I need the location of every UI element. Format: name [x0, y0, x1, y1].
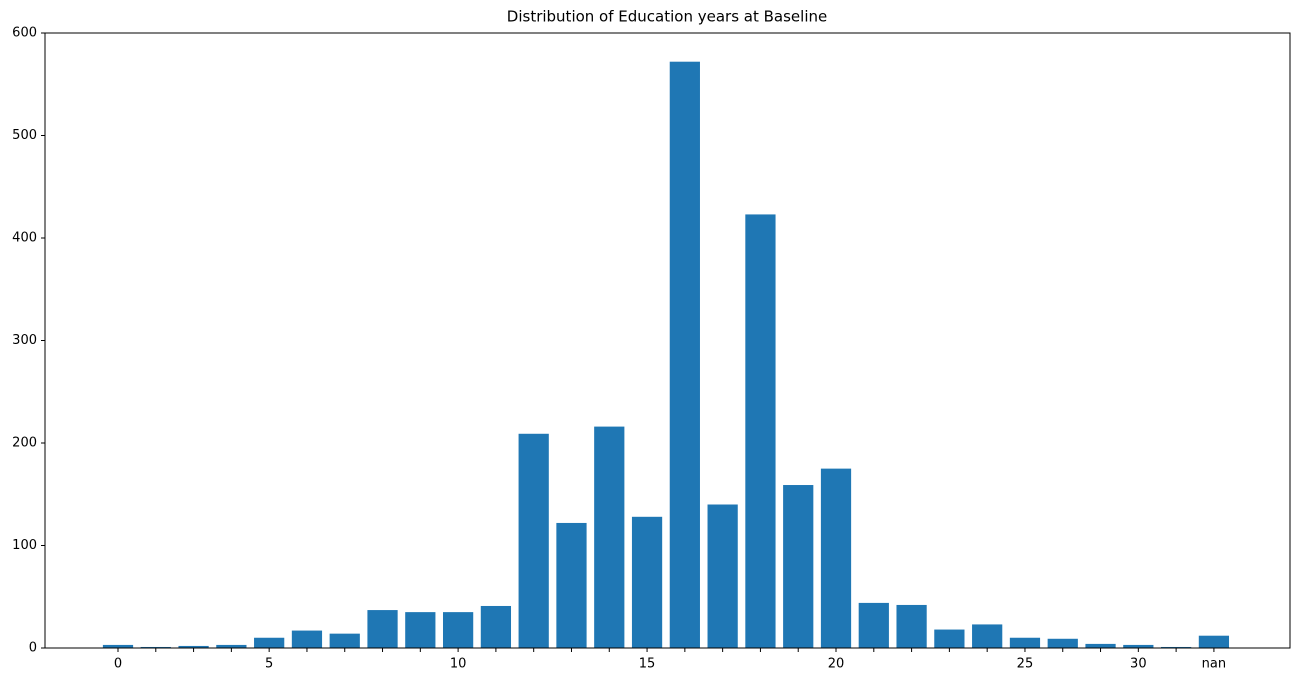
y-tick-label: 0 — [29, 641, 37, 656]
x-tick-label: 10 — [450, 657, 467, 672]
bar — [707, 504, 738, 648]
bar — [518, 433, 549, 648]
bar — [783, 485, 814, 648]
y-tick-label: 300 — [12, 333, 37, 348]
bar — [1198, 635, 1230, 648]
y-tick-label: 100 — [12, 538, 37, 553]
bar — [178, 645, 209, 648]
chart-title: Distribution of Education years at Basel… — [507, 8, 827, 26]
bar — [745, 214, 776, 649]
x-tick-label: 5 — [265, 657, 273, 672]
bar — [1123, 644, 1154, 648]
bar — [140, 646, 171, 648]
bar — [820, 468, 852, 648]
bar — [972, 624, 1003, 648]
bar — [480, 605, 512, 648]
bar — [1161, 646, 1192, 648]
y-tick-label: 400 — [12, 231, 37, 246]
x-tick-label: 25 — [1017, 657, 1034, 672]
bar — [367, 610, 398, 648]
x-tick-label: 30 — [1130, 657, 1147, 672]
bar — [254, 637, 285, 648]
bar — [594, 426, 625, 648]
bar — [102, 644, 134, 648]
bar — [934, 629, 965, 648]
bar — [291, 630, 323, 648]
bar — [442, 612, 474, 648]
bar — [216, 644, 247, 648]
x-tick-label: 20 — [828, 657, 845, 672]
x-tick-label: 0 — [114, 657, 122, 672]
bar — [329, 633, 360, 648]
bar — [896, 604, 927, 648]
bar — [1047, 638, 1078, 648]
bar — [1009, 637, 1041, 648]
y-tick-label: 600 — [12, 26, 37, 41]
bar — [405, 612, 436, 648]
bar — [556, 522, 587, 648]
bar — [669, 61, 700, 648]
x-tick-label: 15 — [639, 657, 656, 672]
bar — [1085, 643, 1116, 648]
bar — [858, 602, 889, 648]
x-tick-label: nan — [1202, 657, 1226, 672]
y-tick-label: 200 — [12, 436, 37, 451]
bar — [631, 516, 663, 648]
plot-frame — [44, 32, 1291, 649]
y-tick-label: 500 — [12, 128, 37, 143]
